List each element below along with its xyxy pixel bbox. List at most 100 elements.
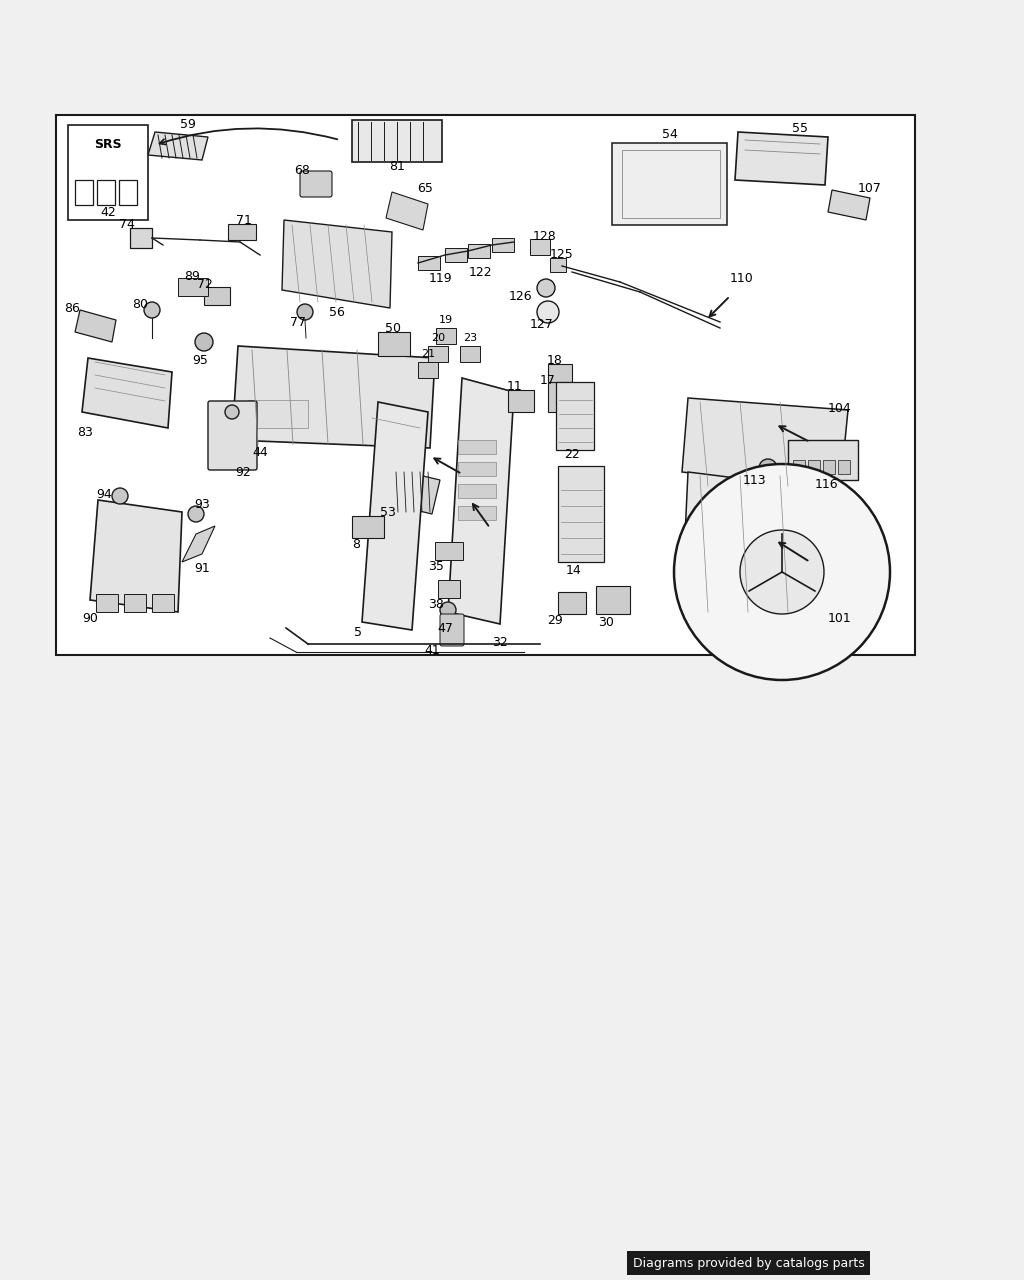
Circle shape: [537, 301, 559, 323]
Circle shape: [144, 302, 160, 317]
Text: 56: 56: [329, 306, 345, 319]
FancyBboxPatch shape: [596, 586, 630, 614]
FancyBboxPatch shape: [612, 143, 727, 225]
Polygon shape: [682, 398, 848, 492]
Text: 32: 32: [493, 635, 508, 649]
Text: 93: 93: [195, 498, 210, 511]
Text: 11: 11: [507, 379, 523, 393]
Text: 8: 8: [352, 538, 360, 550]
Text: 80: 80: [132, 298, 148, 311]
Text: 23: 23: [463, 333, 477, 343]
FancyBboxPatch shape: [119, 180, 137, 205]
Polygon shape: [282, 220, 392, 308]
Text: 14: 14: [566, 563, 582, 576]
Text: 89: 89: [184, 270, 200, 283]
FancyBboxPatch shape: [378, 332, 410, 356]
FancyBboxPatch shape: [458, 506, 496, 520]
Text: 91: 91: [195, 562, 210, 575]
Polygon shape: [682, 472, 848, 618]
Polygon shape: [232, 346, 435, 448]
FancyBboxPatch shape: [68, 125, 148, 220]
Circle shape: [188, 506, 204, 522]
Text: 101: 101: [828, 612, 852, 625]
FancyBboxPatch shape: [438, 580, 460, 598]
Circle shape: [195, 333, 213, 351]
Polygon shape: [828, 189, 870, 220]
Polygon shape: [735, 132, 828, 186]
Circle shape: [674, 463, 890, 680]
Polygon shape: [390, 470, 440, 515]
FancyBboxPatch shape: [178, 278, 208, 296]
Polygon shape: [449, 378, 514, 623]
Text: 122: 122: [468, 265, 492, 279]
Text: 53: 53: [380, 506, 396, 518]
Text: 116: 116: [814, 477, 838, 490]
Text: 30: 30: [598, 616, 614, 628]
FancyBboxPatch shape: [788, 440, 858, 480]
FancyBboxPatch shape: [793, 460, 805, 474]
FancyBboxPatch shape: [204, 287, 230, 305]
Text: 22: 22: [564, 448, 580, 461]
Circle shape: [759, 460, 777, 477]
FancyBboxPatch shape: [458, 484, 496, 498]
Text: 21: 21: [421, 349, 435, 358]
Circle shape: [297, 303, 313, 320]
Polygon shape: [90, 500, 182, 612]
FancyBboxPatch shape: [808, 460, 820, 474]
FancyBboxPatch shape: [550, 259, 566, 271]
Text: 86: 86: [65, 302, 80, 315]
Text: 50: 50: [385, 321, 401, 334]
Polygon shape: [182, 526, 215, 562]
FancyBboxPatch shape: [468, 244, 490, 259]
FancyBboxPatch shape: [530, 239, 550, 255]
FancyBboxPatch shape: [56, 115, 915, 655]
Text: 17: 17: [540, 374, 556, 387]
Text: 110: 110: [730, 271, 754, 284]
Text: 54: 54: [663, 128, 678, 142]
Text: 107: 107: [858, 182, 882, 195]
FancyBboxPatch shape: [558, 591, 586, 614]
Text: 104: 104: [828, 402, 852, 415]
FancyBboxPatch shape: [75, 180, 93, 205]
Text: 94: 94: [96, 488, 112, 500]
FancyBboxPatch shape: [436, 328, 456, 344]
Text: 71: 71: [237, 214, 252, 227]
Text: 35: 35: [428, 559, 444, 572]
Text: 125: 125: [550, 248, 573, 261]
FancyBboxPatch shape: [548, 381, 570, 412]
FancyBboxPatch shape: [228, 224, 256, 241]
FancyBboxPatch shape: [428, 346, 449, 362]
FancyBboxPatch shape: [548, 364, 572, 381]
FancyBboxPatch shape: [418, 256, 440, 270]
Text: 77: 77: [290, 315, 306, 329]
Text: 95: 95: [193, 353, 208, 366]
Text: 47: 47: [437, 622, 453, 635]
FancyBboxPatch shape: [556, 381, 594, 451]
FancyBboxPatch shape: [458, 462, 496, 476]
Text: 83: 83: [77, 425, 93, 439]
Text: 90: 90: [82, 612, 98, 625]
Text: 18: 18: [547, 353, 563, 366]
FancyBboxPatch shape: [558, 466, 604, 562]
FancyBboxPatch shape: [823, 460, 835, 474]
FancyBboxPatch shape: [460, 346, 480, 362]
Text: 59: 59: [180, 119, 196, 132]
FancyBboxPatch shape: [208, 401, 257, 470]
FancyBboxPatch shape: [492, 238, 514, 252]
FancyBboxPatch shape: [838, 460, 850, 474]
Text: 19: 19: [439, 315, 453, 325]
Text: 5: 5: [354, 626, 362, 639]
FancyBboxPatch shape: [440, 614, 464, 646]
Text: 113: 113: [742, 474, 766, 486]
Polygon shape: [75, 310, 116, 342]
Text: 92: 92: [236, 466, 251, 479]
Text: 126: 126: [508, 291, 531, 303]
Text: 41: 41: [424, 644, 440, 657]
Text: 29: 29: [547, 613, 563, 626]
Text: SRS: SRS: [94, 138, 122, 151]
Text: 65: 65: [417, 182, 433, 195]
FancyBboxPatch shape: [152, 594, 174, 612]
FancyBboxPatch shape: [458, 440, 496, 454]
Circle shape: [112, 488, 128, 504]
Text: 20: 20: [431, 333, 445, 343]
